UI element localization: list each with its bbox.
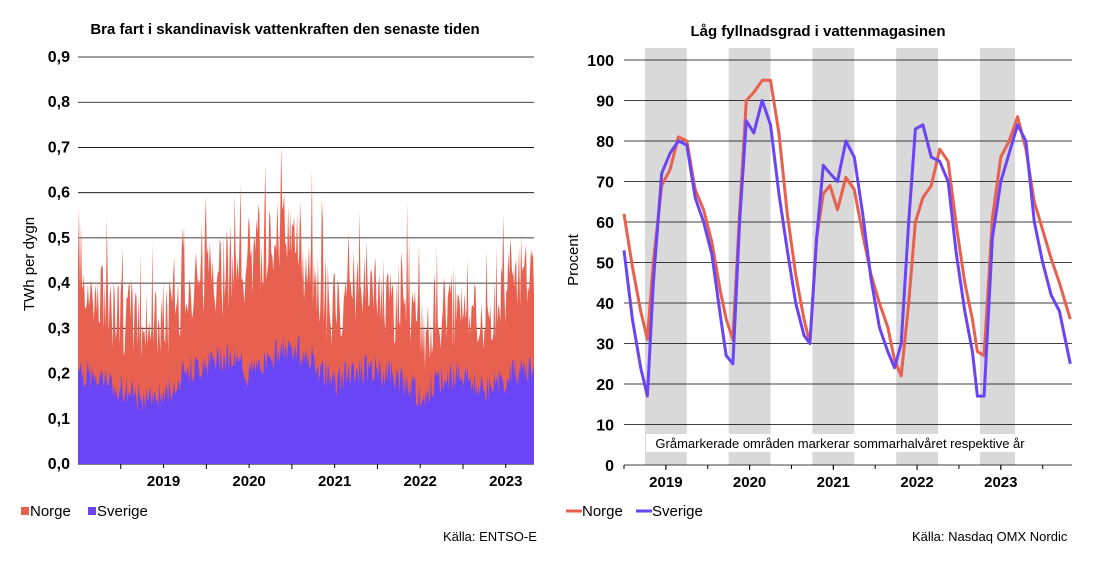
left-x-tick-label: 2022	[404, 473, 437, 490]
left-x-tick-label: 2023	[489, 473, 522, 490]
left-y-tick-label: 0,8	[48, 94, 70, 111]
right-y-ticks: 0 10 20 30 40 50 60 70 80 90 100	[587, 53, 614, 475]
area-sverige	[78, 335, 534, 464]
summer-annotation: Gråmarkerade områden markerar sommarhalv…	[655, 436, 1025, 451]
line-sverige	[622, 99, 1072, 398]
summer-band	[979, 48, 1016, 465]
right-y-tick-label: 70	[596, 175, 614, 192]
summer-band	[644, 48, 687, 465]
legend-sverige-label-right: Sverige	[652, 503, 703, 520]
left-y-tick-label: 0,2	[48, 366, 70, 383]
left-x-ticks: 2019 2020 2021 2022 2023	[120, 464, 522, 490]
right-summer-bands	[644, 48, 1016, 465]
left-legend: Norge Sverige	[21, 503, 148, 520]
legend-sverige-swatch-left	[88, 507, 96, 515]
right-legend: Norge Sverige	[566, 503, 703, 520]
left-chart-title: Bra fart i skandinavisk vattenkraften de…	[90, 21, 479, 38]
annotation-background	[646, 434, 1034, 452]
line-norge	[622, 78, 1072, 378]
left-x-tick-label: 2019	[147, 473, 180, 490]
right-line-series	[622, 78, 1072, 398]
legend-sverige-label-left: Sverige	[97, 503, 148, 520]
right-chart: Låg fyllnadsgrad i vattenmagasinen 0 10 20…	[565, 23, 1072, 544]
left-y-tick-label: 0,7	[48, 139, 70, 156]
right-y-tick-label: 80	[596, 134, 614, 151]
right-x-tick-label: 2020	[733, 474, 766, 491]
right-y-tick-label: 100	[587, 53, 614, 70]
left-y-tick-label: 0,1	[48, 411, 70, 428]
right-y-tick-label: 20	[596, 377, 614, 394]
right-y-tick-label: 40	[596, 296, 614, 313]
left-y-ticks: 0,0 0,1 0,2 0,3 0,4 0,5 0,6 0,7 0,8 0,9	[48, 49, 70, 473]
left-y-axis-label: TWh per dygn	[21, 217, 38, 311]
left-y-tick-label: 0,5	[48, 230, 70, 247]
left-x-tick-label: 2020	[232, 473, 265, 490]
left-y-tick-label: 0,0	[48, 456, 70, 473]
summer-band	[896, 48, 939, 465]
left-y-tick-label: 0,6	[48, 185, 70, 202]
right-y-tick-label: 90	[596, 94, 614, 111]
right-x-ticks: 2019 2020 2021 2022 2023	[623, 465, 1044, 491]
legend-norge-label-left: Norge	[30, 503, 71, 520]
left-source: Källa: ENTSO-E	[443, 529, 537, 544]
right-y-tick-label: 30	[596, 337, 614, 354]
left-area-series	[78, 144, 534, 464]
left-chart: Bra fart i skandinavisk vattenkraften de…	[21, 21, 537, 544]
left-y-tick-label: 0,9	[48, 49, 70, 66]
legend-norge-swatch-left	[21, 507, 29, 515]
right-y-tick-label: 10	[596, 418, 614, 435]
right-source: Källa: Nasdaq OMX Nordic	[912, 529, 1068, 544]
right-chart-title: Låg fyllnadsgrad i vattenmagasinen	[690, 23, 945, 40]
right-y-tick-label: 0	[605, 458, 614, 475]
right-x-tick-label: 2023	[984, 474, 1017, 491]
right-x-tick-label: 2022	[900, 474, 933, 491]
right-y-axis-label: Procent	[565, 233, 582, 286]
legend-norge-label-right: Norge	[582, 503, 623, 520]
left-y-tick-label: 0,4	[48, 275, 70, 292]
right-y-tick-label: 60	[596, 215, 614, 232]
right-x-tick-label: 2021	[817, 474, 850, 491]
right-y-tick-label: 50	[596, 256, 614, 273]
right-x-tick-label: 2019	[649, 474, 682, 491]
summer-band	[728, 48, 771, 465]
left-y-tick-label: 0,3	[48, 320, 70, 337]
summer-band	[812, 48, 855, 465]
left-x-tick-label: 2021	[318, 473, 351, 490]
